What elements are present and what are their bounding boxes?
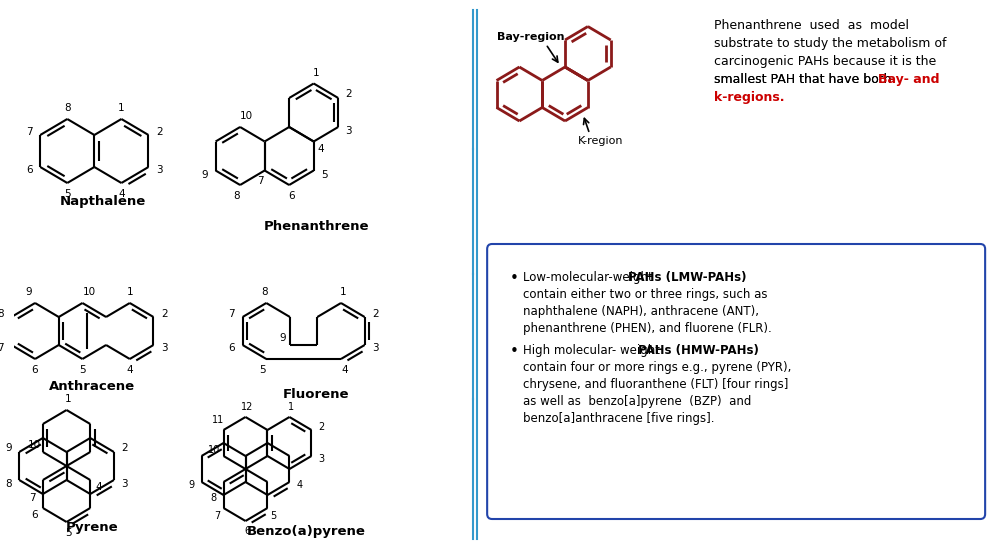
Text: 4: 4	[296, 480, 302, 490]
Text: 7: 7	[29, 493, 35, 503]
Text: 8: 8	[261, 287, 268, 297]
Text: 1: 1	[339, 287, 346, 297]
Text: smallest PAH that have both: smallest PAH that have both	[713, 73, 895, 86]
Text: Pyrene: Pyrene	[65, 520, 118, 534]
Text: 8: 8	[0, 309, 4, 319]
Text: 1: 1	[65, 394, 72, 404]
Text: •: •	[510, 271, 518, 286]
Text: 7: 7	[257, 176, 264, 187]
Text: 6: 6	[32, 365, 38, 375]
Text: 8: 8	[5, 479, 12, 489]
Text: Bay- and: Bay- and	[877, 73, 938, 86]
Text: •: •	[510, 344, 518, 359]
Text: 5: 5	[65, 528, 72, 538]
Text: 5: 5	[64, 189, 70, 199]
Text: 3: 3	[121, 479, 127, 489]
Text: 8: 8	[64, 103, 70, 113]
Text: 4: 4	[317, 143, 324, 154]
Text: Phenanthrene: Phenanthrene	[263, 220, 369, 232]
Text: 6: 6	[288, 191, 294, 201]
Text: Napthalene: Napthalene	[59, 195, 145, 209]
Text: K-region: K-region	[577, 136, 623, 146]
Text: 2: 2	[121, 443, 127, 453]
Text: 3: 3	[318, 454, 324, 464]
Text: 2: 2	[345, 89, 352, 99]
Text: 7: 7	[26, 127, 33, 137]
Text: substrate to study the metabolism of: substrate to study the metabolism of	[713, 37, 945, 50]
Text: 2: 2	[318, 422, 324, 432]
Text: contain four or more rings e.g., pyrene (PYR),: contain four or more rings e.g., pyrene …	[523, 361, 791, 374]
Text: 3: 3	[160, 343, 168, 353]
Text: 8: 8	[211, 493, 217, 503]
Text: High molecular- weight: High molecular- weight	[523, 344, 663, 357]
Text: Anthracene: Anthracene	[48, 380, 134, 394]
Text: PAHs (LMW-PAHs): PAHs (LMW-PAHs)	[627, 271, 745, 284]
Text: 5: 5	[321, 170, 327, 180]
Text: 10: 10	[208, 445, 220, 455]
Text: 4: 4	[118, 189, 124, 199]
Text: 7: 7	[229, 309, 235, 319]
Text: 11: 11	[212, 415, 224, 425]
Text: 6: 6	[31, 510, 37, 520]
Text: contain either two or three rings, such as: contain either two or three rings, such …	[523, 288, 767, 301]
FancyBboxPatch shape	[486, 244, 984, 519]
Text: 2: 2	[160, 309, 168, 319]
Text: 7: 7	[0, 343, 4, 353]
Text: 7: 7	[215, 511, 221, 521]
Text: naphthalene (NAPH), anthracene (ANT),: naphthalene (NAPH), anthracene (ANT),	[523, 305, 758, 318]
Text: 3: 3	[155, 165, 162, 175]
Text: 3: 3	[345, 126, 352, 136]
Text: benzo[a]anthracene [five rings].: benzo[a]anthracene [five rings].	[523, 412, 714, 425]
Text: chrysene, and fluoranthene (FLT) [four rings]: chrysene, and fluoranthene (FLT) [four r…	[523, 378, 788, 391]
Text: Benzo(a)pyrene: Benzo(a)pyrene	[247, 524, 365, 537]
Text: 5: 5	[79, 365, 85, 375]
Text: 9: 9	[280, 333, 286, 343]
Text: 5: 5	[270, 511, 276, 521]
Text: 1: 1	[288, 402, 294, 412]
Text: Phenanthrene  used  as  model: Phenanthrene used as model	[713, 19, 912, 32]
Text: 5: 5	[259, 365, 266, 375]
Text: Bay-region: Bay-region	[496, 32, 565, 42]
Text: Fluorene: Fluorene	[283, 388, 349, 401]
Text: 9: 9	[189, 480, 195, 490]
Text: 9: 9	[202, 170, 208, 180]
Text: smallest PAH that have both: smallest PAH that have both	[713, 73, 895, 86]
Text: phenanthrene (PHEN), and fluorene (FLR).: phenanthrene (PHEN), and fluorene (FLR).	[523, 322, 771, 335]
Text: 9: 9	[25, 287, 31, 297]
Text: Low-molecular-weight: Low-molecular-weight	[523, 271, 656, 284]
Text: as well as  benzo[a]pyrene  (BZP)  and: as well as benzo[a]pyrene (BZP) and	[523, 395, 751, 408]
Text: 4: 4	[126, 365, 133, 375]
Text: 3: 3	[372, 343, 378, 353]
Text: 8: 8	[233, 191, 240, 201]
Text: carcinogenic PAHs because it is the: carcinogenic PAHs because it is the	[713, 55, 935, 68]
Text: 4: 4	[341, 365, 348, 375]
Text: PAHs (HMW-PAHs): PAHs (HMW-PAHs)	[637, 344, 758, 357]
Text: 12: 12	[241, 402, 254, 412]
Text: 10: 10	[27, 440, 40, 450]
Text: 2: 2	[155, 127, 162, 137]
Text: 1: 1	[118, 103, 124, 113]
Text: 10: 10	[82, 287, 95, 297]
Text: 6: 6	[229, 343, 235, 353]
Text: 10: 10	[239, 111, 253, 121]
Text: 6: 6	[244, 526, 251, 536]
Text: 2: 2	[372, 309, 378, 319]
Text: k-regions.: k-regions.	[713, 91, 783, 104]
Text: 4: 4	[95, 482, 102, 492]
Text: 9: 9	[5, 443, 12, 453]
Text: 6: 6	[26, 165, 33, 175]
Text: 1: 1	[126, 287, 133, 297]
Text: 1: 1	[312, 68, 319, 77]
